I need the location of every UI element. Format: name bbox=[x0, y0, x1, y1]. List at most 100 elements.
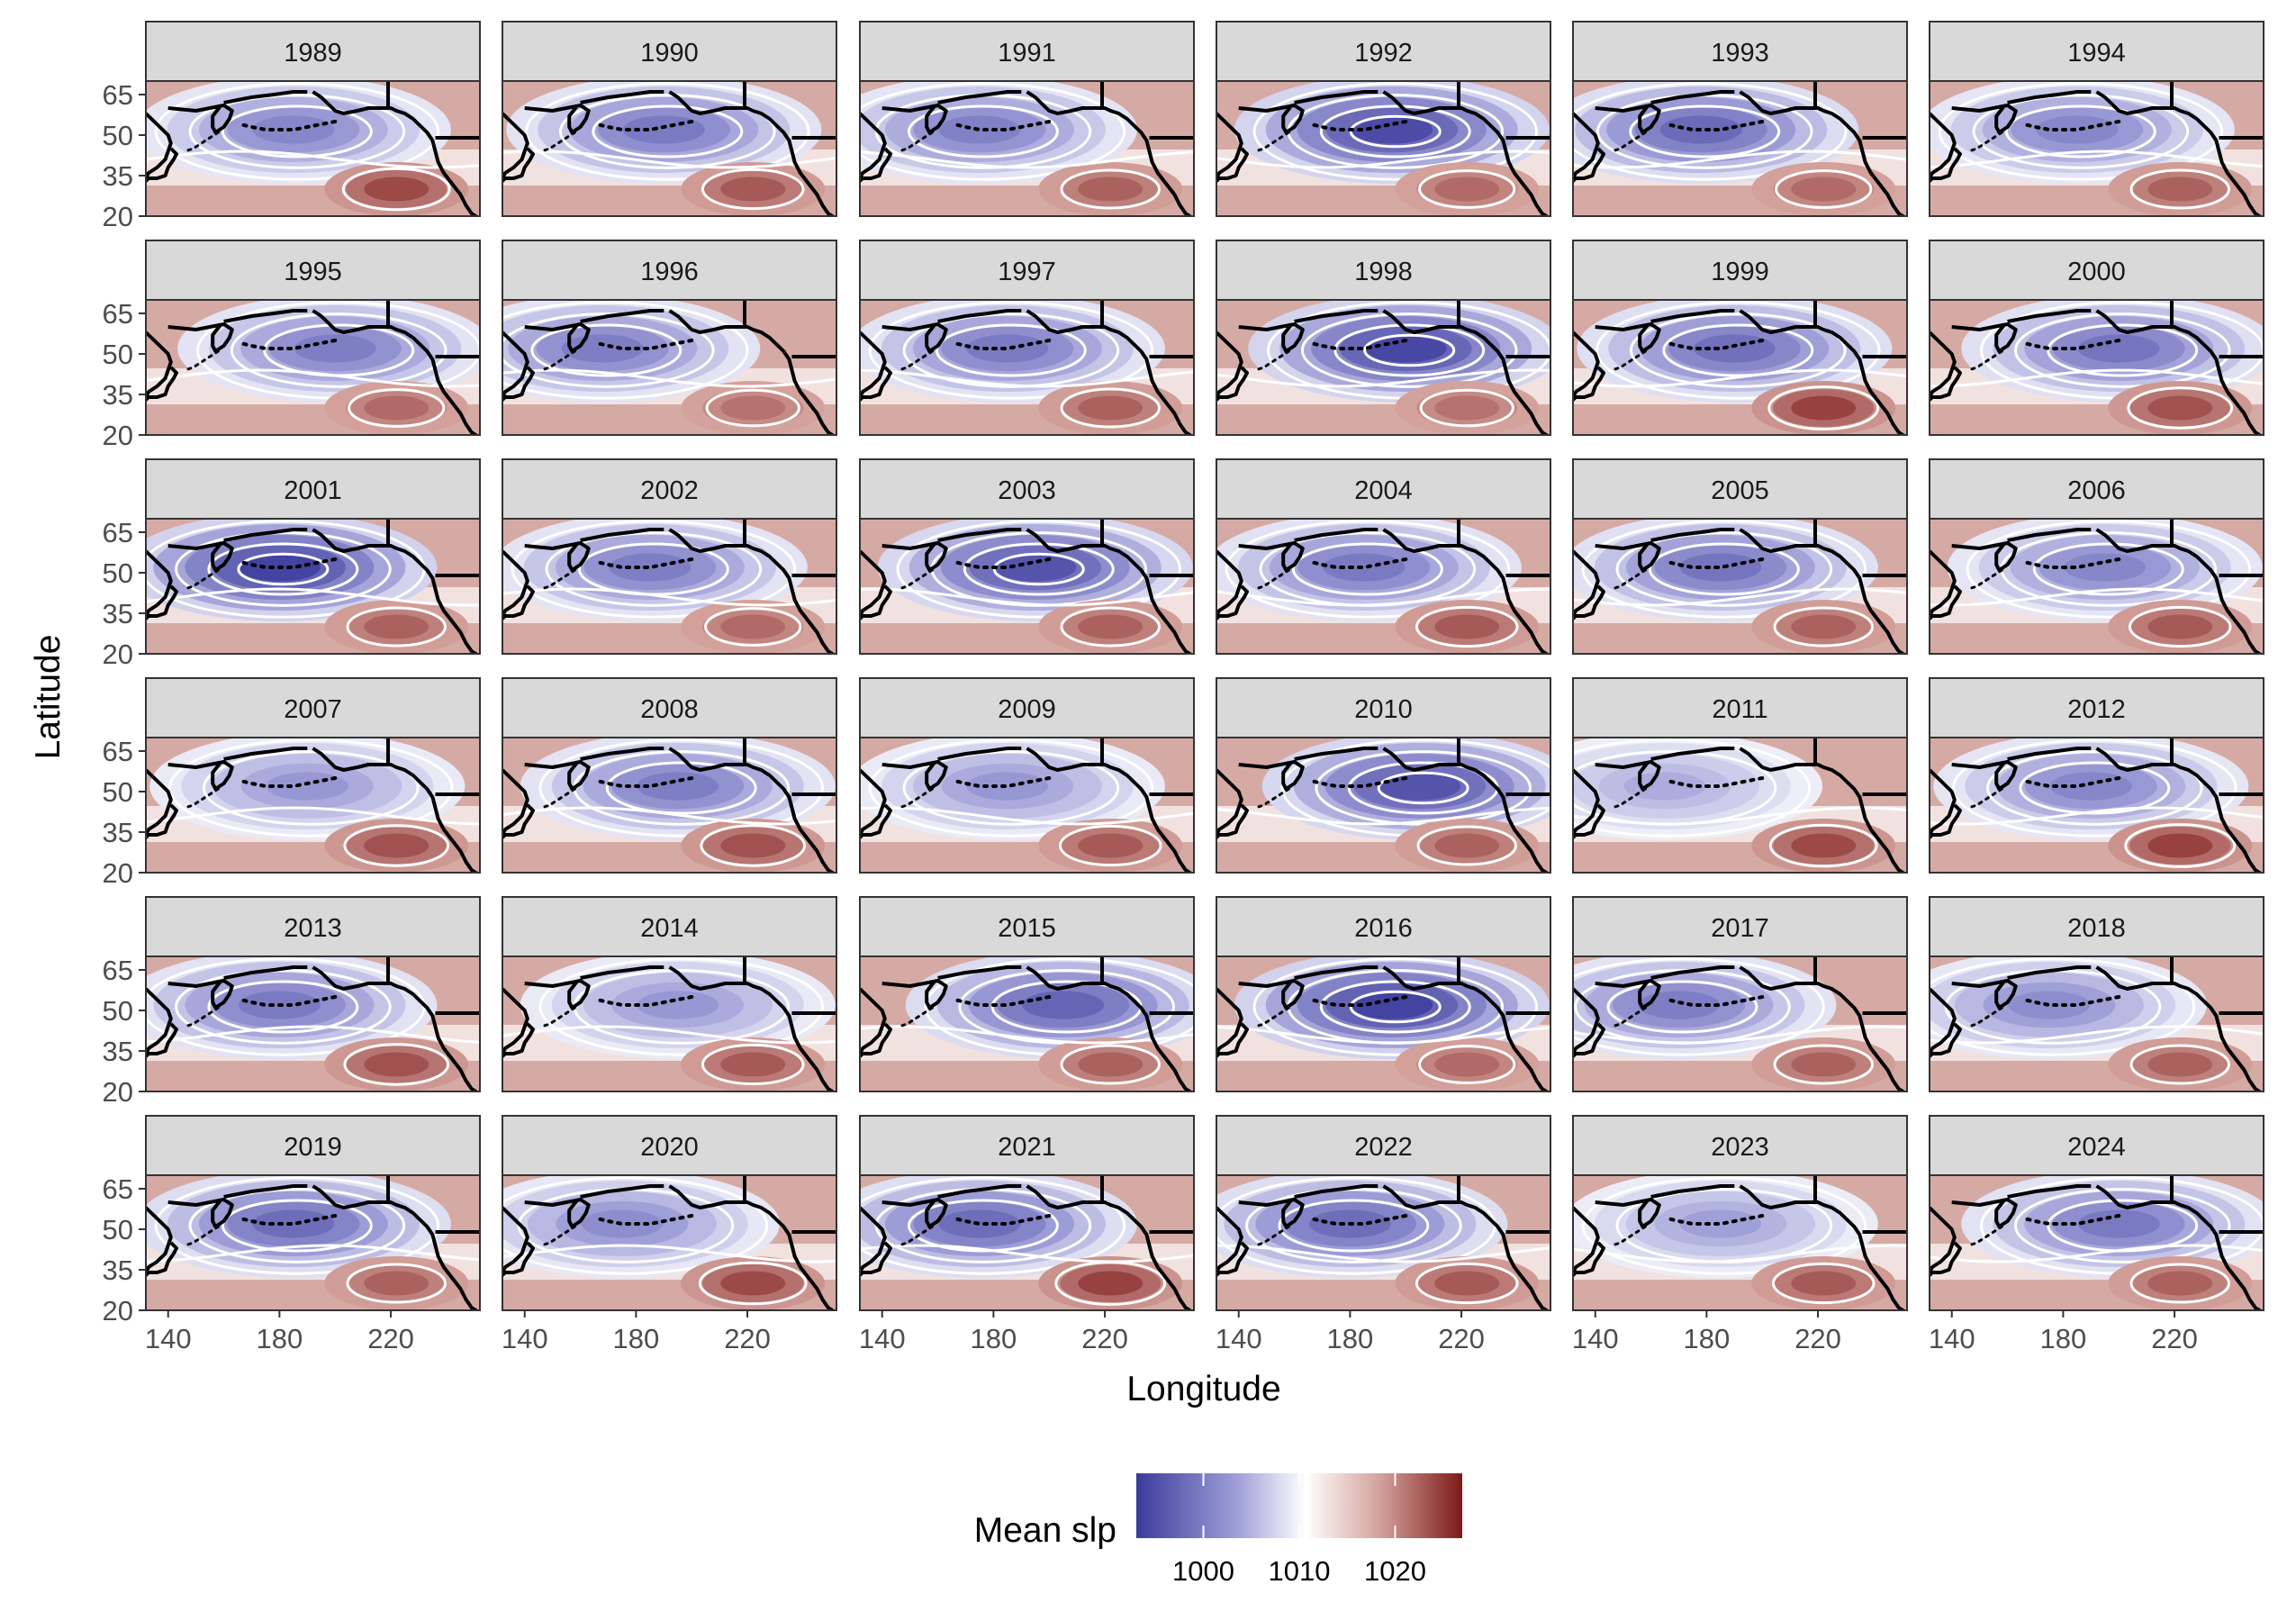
high-pressure-shade bbox=[1791, 1052, 1857, 1077]
coastlines bbox=[1216, 956, 1550, 1091]
high-pressure-shade bbox=[720, 1271, 786, 1296]
coastline bbox=[502, 1022, 535, 1059]
aleutian-islands bbox=[2022, 339, 2121, 350]
slp-contour bbox=[701, 1043, 805, 1086]
coastline bbox=[1238, 322, 1305, 353]
kuril-islands bbox=[897, 131, 934, 153]
coastlines bbox=[1930, 956, 2264, 1091]
slp-contour bbox=[1060, 168, 1161, 210]
subtropical-high bbox=[1751, 381, 1896, 435]
coastline bbox=[1573, 803, 1605, 840]
facet-panel-2013: 2013 bbox=[145, 896, 481, 1092]
kuril-islands bbox=[1610, 349, 1647, 372]
y-tick-label: 50 bbox=[103, 1214, 133, 1245]
slp-contour bbox=[346, 1263, 447, 1304]
slp-map-area bbox=[502, 81, 836, 216]
aleutian-islands bbox=[239, 120, 338, 131]
slp-contour bbox=[1986, 750, 2203, 826]
facet-strip-label: 2016 bbox=[1354, 914, 1413, 943]
coastline bbox=[2095, 528, 2264, 654]
coastline bbox=[146, 987, 173, 1055]
slp-contour bbox=[545, 531, 763, 607]
low-pressure-shade bbox=[2064, 553, 2147, 582]
facet-panel-2000: 2000 bbox=[1929, 240, 2264, 436]
aleutian-islands bbox=[595, 557, 694, 569]
slp-contour bbox=[346, 606, 447, 647]
slp-map-area bbox=[146, 300, 480, 435]
facet-strip-label: 2015 bbox=[998, 914, 1056, 943]
slp-contour bbox=[188, 94, 406, 169]
y-tick-label: 50 bbox=[103, 339, 133, 370]
slp-contour bbox=[511, 520, 797, 619]
coastlines bbox=[1216, 300, 1550, 435]
facet-strip-label: 1989 bbox=[284, 39, 342, 68]
high-pressure-shade bbox=[364, 1052, 429, 1077]
high-pressure-shade bbox=[2147, 1052, 2213, 1077]
facet-strip-label: 2024 bbox=[2067, 1133, 2126, 1162]
slp-contour bbox=[1415, 1262, 1519, 1305]
aleutian-islands bbox=[953, 995, 1052, 1007]
subtropical-high bbox=[1038, 1037, 1183, 1091]
facet-strip-background bbox=[859, 1115, 1195, 1176]
kuril-islands bbox=[183, 349, 220, 372]
coastline bbox=[860, 147, 892, 184]
facet-panel-2006: 2006 bbox=[1929, 458, 2264, 655]
coastline bbox=[1026, 528, 1194, 654]
high-pressure-shade bbox=[1078, 177, 1143, 202]
coastline bbox=[1930, 112, 1957, 179]
facet-panel-2005: 2005 bbox=[1572, 458, 1908, 655]
facet-strip-label: 2019 bbox=[284, 1133, 342, 1162]
coastline bbox=[312, 965, 480, 1091]
coastlines bbox=[502, 738, 836, 873]
x-tick-label: 220 bbox=[1794, 1323, 1841, 1354]
facet-strip-background bbox=[145, 240, 481, 301]
x-tick-label: 220 bbox=[724, 1323, 771, 1354]
coastline bbox=[524, 322, 591, 353]
subtropical-high bbox=[1038, 381, 1183, 435]
slp-map-area bbox=[1930, 956, 2264, 1091]
coastline bbox=[2007, 1184, 2092, 1199]
slp-contour bbox=[146, 1025, 480, 1044]
slp-contour bbox=[1058, 824, 1162, 867]
slp-contour bbox=[1319, 980, 1471, 1034]
high-pressure-shade bbox=[1078, 1052, 1143, 1077]
coastline bbox=[1739, 528, 1907, 654]
slp-map-area bbox=[1216, 1175, 1550, 1310]
facet-strip-label: 2010 bbox=[1354, 695, 1413, 724]
panel-border bbox=[502, 737, 837, 874]
coastline bbox=[937, 1184, 1022, 1199]
x-tick-label: 220 bbox=[2151, 1323, 2198, 1354]
aleutian-low bbox=[1961, 300, 2264, 403]
slp-contour bbox=[1573, 368, 1907, 388]
slp-contour bbox=[1615, 531, 1833, 607]
slp-map-area bbox=[146, 1175, 480, 1310]
slp-map-area bbox=[1216, 738, 1550, 873]
facet-strip-background bbox=[1216, 1115, 1551, 1176]
coastline bbox=[1739, 965, 1907, 1091]
kuril-islands bbox=[183, 568, 220, 591]
slp-contour bbox=[705, 388, 800, 428]
coastline bbox=[502, 366, 535, 403]
facet-panels: 1989 1990 1991 1992 1993 1994 1995 1996 1997 1998… bbox=[145, 21, 2264, 1311]
coastline bbox=[2007, 528, 2092, 542]
x-tick-label: 140 bbox=[502, 1323, 548, 1354]
slp-contour bbox=[168, 738, 454, 838]
legend: Mean slp 1000 1010 1020 bbox=[974, 1473, 1462, 1587]
panel-border bbox=[145, 299, 481, 436]
facet-panel-2001: 2001 bbox=[145, 458, 481, 655]
slp-contour bbox=[1333, 323, 1486, 377]
panel-border bbox=[145, 80, 481, 217]
coastline bbox=[580, 90, 664, 104]
slp-contour bbox=[502, 1025, 836, 1045]
kuril-islands bbox=[539, 1225, 576, 1247]
coastline bbox=[1739, 1184, 1907, 1310]
coastline bbox=[1951, 541, 2018, 572]
coastline bbox=[580, 965, 664, 980]
coastlines bbox=[1573, 1175, 1907, 1310]
panel-border bbox=[1572, 737, 1908, 874]
high-pressure-shade bbox=[364, 833, 429, 858]
aleutian-islands bbox=[1309, 120, 1408, 131]
coastline bbox=[502, 584, 535, 621]
subtropical-high bbox=[681, 1037, 826, 1091]
aleutian-low bbox=[1261, 738, 1550, 840]
